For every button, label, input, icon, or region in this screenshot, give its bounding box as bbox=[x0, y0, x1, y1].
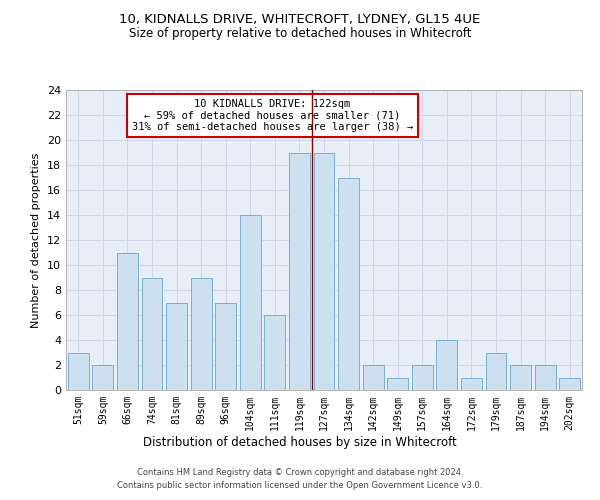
Bar bbox=[215, 302, 236, 390]
Bar bbox=[265, 315, 286, 390]
Bar bbox=[92, 365, 113, 390]
Bar bbox=[289, 152, 310, 390]
Text: Distribution of detached houses by size in Whitecroft: Distribution of detached houses by size … bbox=[143, 436, 457, 449]
Bar bbox=[510, 365, 531, 390]
Bar bbox=[387, 378, 408, 390]
Text: Contains HM Land Registry data © Crown copyright and database right 2024.: Contains HM Land Registry data © Crown c… bbox=[137, 468, 463, 477]
Bar bbox=[436, 340, 457, 390]
Text: Contains public sector information licensed under the Open Government Licence v3: Contains public sector information licen… bbox=[118, 480, 482, 490]
Text: 10, KIDNALLS DRIVE, WHITECROFT, LYDNEY, GL15 4UE: 10, KIDNALLS DRIVE, WHITECROFT, LYDNEY, … bbox=[119, 12, 481, 26]
Bar bbox=[338, 178, 359, 390]
Bar bbox=[362, 365, 383, 390]
Bar bbox=[142, 278, 163, 390]
Y-axis label: Number of detached properties: Number of detached properties bbox=[31, 152, 41, 328]
Bar bbox=[412, 365, 433, 390]
Bar bbox=[485, 352, 506, 390]
Bar bbox=[314, 152, 334, 390]
Bar bbox=[535, 365, 556, 390]
Bar bbox=[68, 352, 89, 390]
Bar bbox=[559, 378, 580, 390]
Bar bbox=[191, 278, 212, 390]
Bar bbox=[117, 252, 138, 390]
Text: Size of property relative to detached houses in Whitecroft: Size of property relative to detached ho… bbox=[129, 28, 471, 40]
Text: 10 KIDNALLS DRIVE: 122sqm
← 59% of detached houses are smaller (71)
31% of semi-: 10 KIDNALLS DRIVE: 122sqm ← 59% of detac… bbox=[132, 99, 413, 132]
Bar bbox=[166, 302, 187, 390]
Bar bbox=[461, 378, 482, 390]
Bar bbox=[240, 215, 261, 390]
